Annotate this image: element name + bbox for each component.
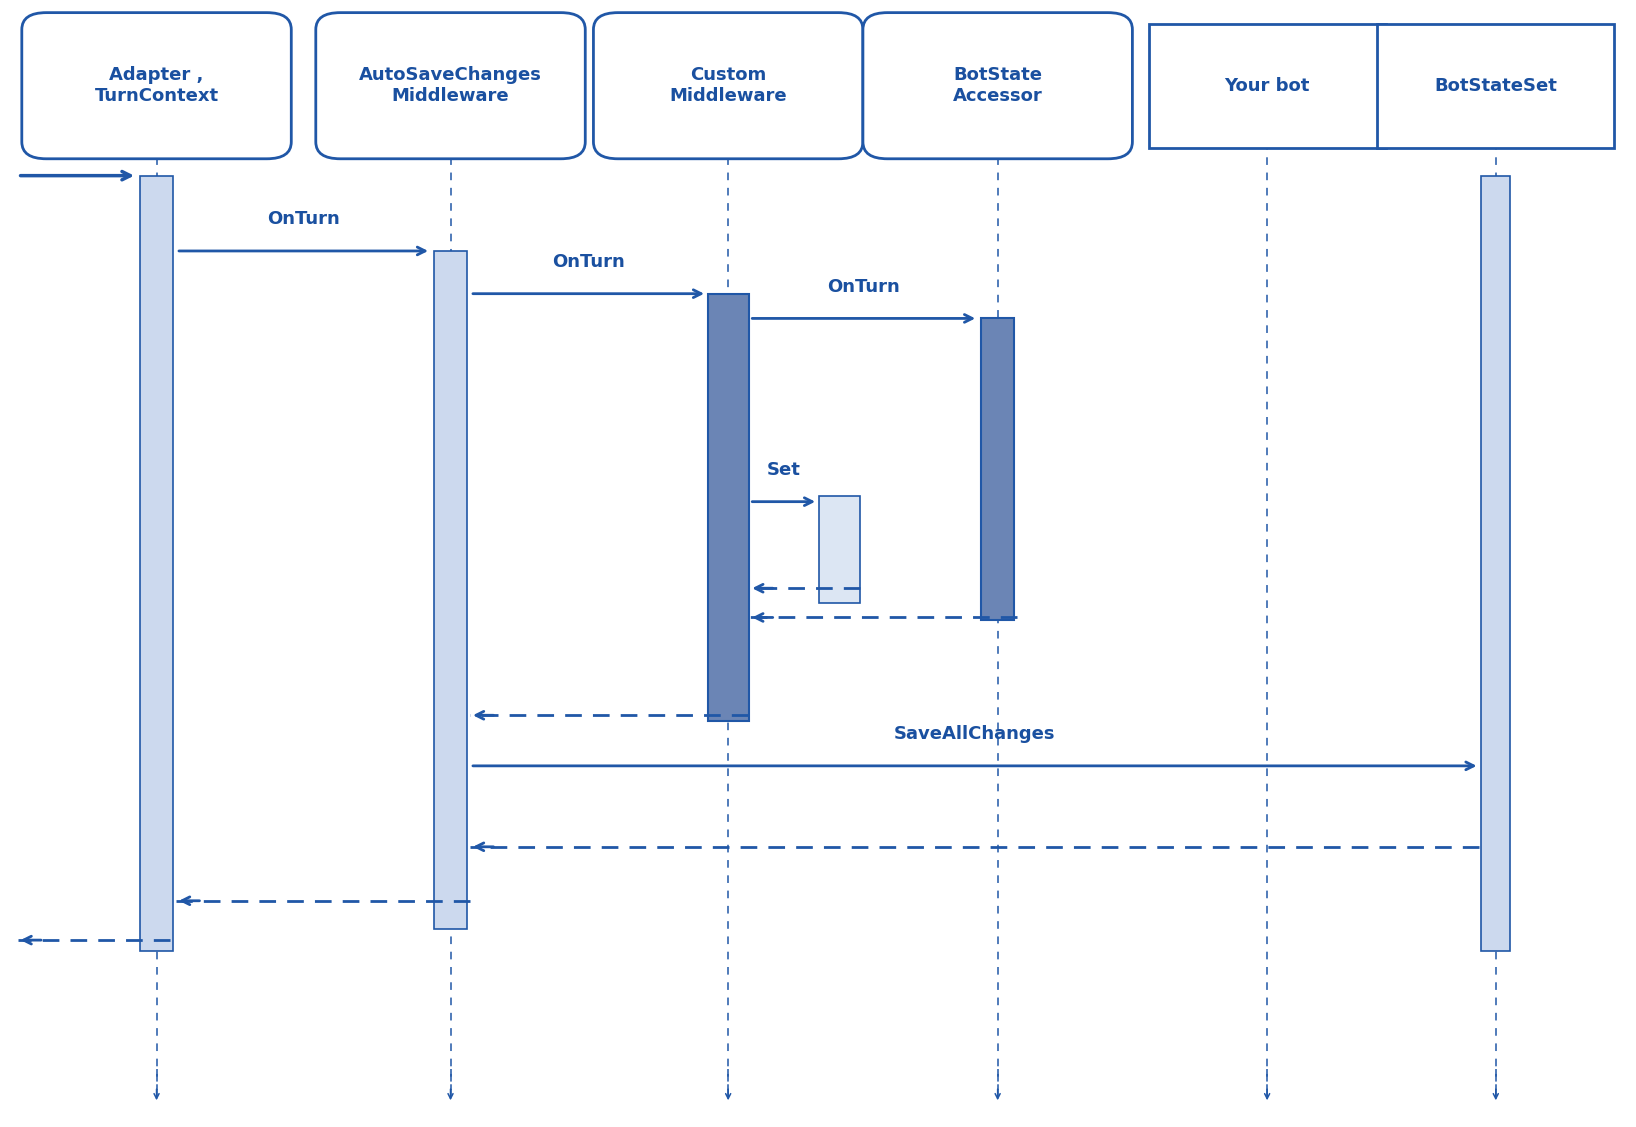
Text: BotStateSet: BotStateSet	[1435, 77, 1557, 95]
Bar	[141, 176, 173, 951]
Text: Set: Set	[767, 461, 800, 479]
Bar	[434, 251, 466, 929]
FancyBboxPatch shape	[316, 12, 586, 159]
Text: BotState
Accessor: BotState Accessor	[952, 66, 1042, 105]
Text: Adapter ,
TurnContext: Adapter , TurnContext	[95, 66, 219, 105]
FancyBboxPatch shape	[21, 12, 291, 159]
Bar	[982, 319, 1014, 620]
Text: Custom
Middleware: Custom Middleware	[669, 66, 787, 105]
Text: OnTurn: OnTurn	[553, 254, 625, 272]
FancyBboxPatch shape	[862, 12, 1132, 159]
FancyBboxPatch shape	[1378, 24, 1615, 148]
Text: Your bot: Your bot	[1224, 77, 1310, 95]
Text: OnTurn: OnTurn	[828, 278, 900, 296]
FancyBboxPatch shape	[594, 12, 862, 159]
Bar	[818, 496, 859, 603]
FancyBboxPatch shape	[1148, 24, 1386, 148]
Text: OnTurn: OnTurn	[267, 211, 340, 229]
Bar	[708, 294, 749, 721]
Text: SaveAllChanges: SaveAllChanges	[893, 726, 1055, 744]
Bar	[1481, 176, 1510, 951]
Text: AutoSaveChanges
Middleware: AutoSaveChanges Middleware	[358, 66, 542, 105]
